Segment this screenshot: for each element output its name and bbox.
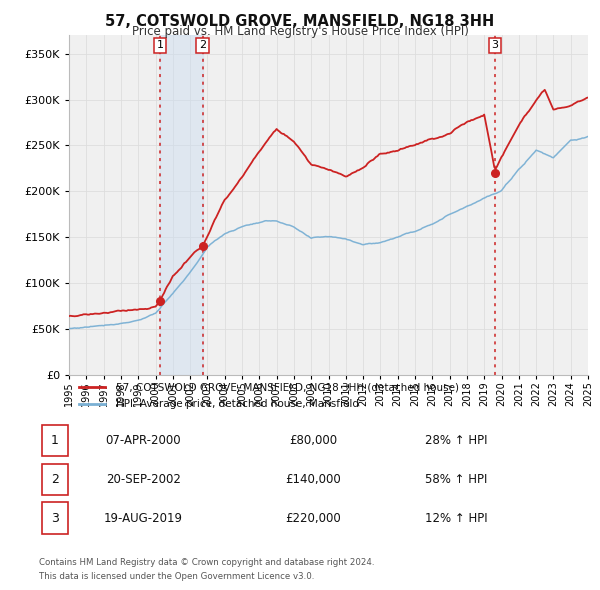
Bar — [42, 425, 68, 457]
Text: 3: 3 — [51, 512, 59, 525]
Text: 28% ↑ HPI: 28% ↑ HPI — [425, 434, 487, 447]
Bar — [160, 35, 203, 375]
Text: 07-APR-2000: 07-APR-2000 — [106, 434, 181, 447]
Text: 19-AUG-2019: 19-AUG-2019 — [104, 512, 183, 525]
Text: 58% ↑ HPI: 58% ↑ HPI — [425, 473, 487, 486]
Bar — [42, 502, 68, 534]
Text: £220,000: £220,000 — [286, 512, 341, 525]
Text: Price paid vs. HM Land Registry's House Price Index (HPI): Price paid vs. HM Land Registry's House … — [131, 25, 469, 38]
Text: 2: 2 — [199, 41, 206, 51]
Text: 1: 1 — [157, 41, 164, 51]
Text: This data is licensed under the Open Government Licence v3.0.: This data is licensed under the Open Gov… — [39, 572, 314, 581]
Text: 57, COTSWOLD GROVE, MANSFIELD, NG18 3HH (detached house): 57, COTSWOLD GROVE, MANSFIELD, NG18 3HH … — [116, 382, 459, 392]
Text: 3: 3 — [491, 41, 499, 51]
Text: 57, COTSWOLD GROVE, MANSFIELD, NG18 3HH: 57, COTSWOLD GROVE, MANSFIELD, NG18 3HH — [106, 14, 494, 28]
Bar — [42, 464, 68, 495]
Text: £80,000: £80,000 — [289, 434, 338, 447]
Text: HPI: Average price, detached house, Mansfield: HPI: Average price, detached house, Mans… — [116, 399, 359, 409]
Text: 2: 2 — [51, 473, 59, 486]
Text: 12% ↑ HPI: 12% ↑ HPI — [425, 512, 488, 525]
Text: 1: 1 — [51, 434, 59, 447]
Text: 20-SEP-2002: 20-SEP-2002 — [106, 473, 181, 486]
Text: Contains HM Land Registry data © Crown copyright and database right 2024.: Contains HM Land Registry data © Crown c… — [39, 558, 374, 566]
Text: £140,000: £140,000 — [286, 473, 341, 486]
